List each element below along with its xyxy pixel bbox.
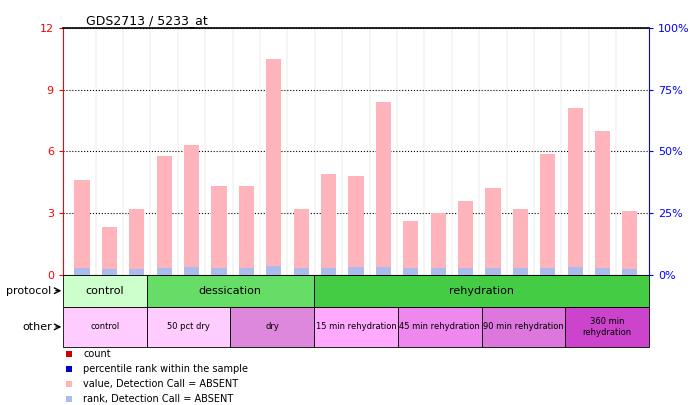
Bar bbox=[398, 307, 482, 347]
Bar bbox=[485, 269, 500, 275]
Bar bbox=[156, 269, 172, 275]
Bar bbox=[239, 186, 254, 275]
Bar bbox=[294, 209, 309, 275]
Text: GDS2713 / 5233_at: GDS2713 / 5233_at bbox=[87, 14, 208, 27]
Bar bbox=[314, 307, 398, 347]
Bar bbox=[102, 227, 117, 275]
Bar bbox=[458, 269, 473, 275]
Bar bbox=[567, 109, 583, 275]
Text: protocol: protocol bbox=[6, 286, 52, 296]
Bar bbox=[75, 269, 89, 275]
Text: 360 min
rehydration: 360 min rehydration bbox=[583, 317, 632, 337]
Bar bbox=[482, 307, 565, 347]
Bar bbox=[431, 269, 446, 275]
Bar bbox=[184, 267, 199, 275]
Text: 15 min rehydration: 15 min rehydration bbox=[315, 322, 396, 331]
Bar bbox=[376, 102, 391, 275]
Bar bbox=[321, 174, 336, 275]
Bar bbox=[211, 269, 227, 275]
Text: percentile rank within the sample: percentile rank within the sample bbox=[83, 364, 248, 374]
Bar bbox=[75, 180, 89, 275]
Bar bbox=[403, 221, 418, 275]
Bar bbox=[403, 269, 418, 275]
Bar bbox=[376, 267, 391, 275]
Text: other: other bbox=[22, 322, 52, 332]
Bar bbox=[623, 211, 637, 275]
Bar bbox=[184, 145, 199, 275]
Bar bbox=[129, 269, 144, 275]
Text: 90 min rehydration: 90 min rehydration bbox=[483, 322, 564, 331]
Bar bbox=[321, 269, 336, 275]
Bar bbox=[565, 307, 649, 347]
Bar bbox=[595, 131, 610, 275]
Bar bbox=[567, 267, 583, 275]
Text: control: control bbox=[90, 322, 119, 331]
Bar bbox=[485, 188, 500, 275]
Text: count: count bbox=[83, 350, 111, 359]
Bar bbox=[63, 307, 147, 347]
Bar bbox=[294, 269, 309, 275]
Bar bbox=[239, 269, 254, 275]
Bar bbox=[230, 307, 314, 347]
Bar bbox=[623, 269, 637, 275]
Bar bbox=[314, 275, 649, 307]
Bar bbox=[348, 176, 364, 275]
Text: 45 min rehydration: 45 min rehydration bbox=[399, 322, 480, 331]
Bar bbox=[540, 269, 556, 275]
Text: dessication: dessication bbox=[199, 286, 262, 296]
Bar bbox=[266, 59, 281, 275]
Bar bbox=[266, 266, 281, 275]
Text: rehydration: rehydration bbox=[449, 286, 514, 296]
Text: dry: dry bbox=[265, 322, 279, 331]
Bar bbox=[540, 153, 556, 275]
Bar bbox=[595, 269, 610, 275]
Bar bbox=[348, 267, 364, 275]
Bar bbox=[102, 269, 117, 275]
Bar bbox=[129, 209, 144, 275]
Bar bbox=[147, 275, 314, 307]
Bar bbox=[147, 307, 230, 347]
Bar bbox=[458, 201, 473, 275]
Bar bbox=[211, 186, 227, 275]
Text: 50 pct dry: 50 pct dry bbox=[167, 322, 210, 331]
Text: control: control bbox=[85, 286, 124, 296]
Bar bbox=[431, 213, 446, 275]
Bar bbox=[156, 156, 172, 275]
Text: value, Detection Call = ABSENT: value, Detection Call = ABSENT bbox=[83, 379, 239, 389]
Text: rank, Detection Call = ABSENT: rank, Detection Call = ABSENT bbox=[83, 394, 234, 405]
Bar bbox=[513, 269, 528, 275]
Bar bbox=[513, 209, 528, 275]
Bar bbox=[63, 275, 147, 307]
